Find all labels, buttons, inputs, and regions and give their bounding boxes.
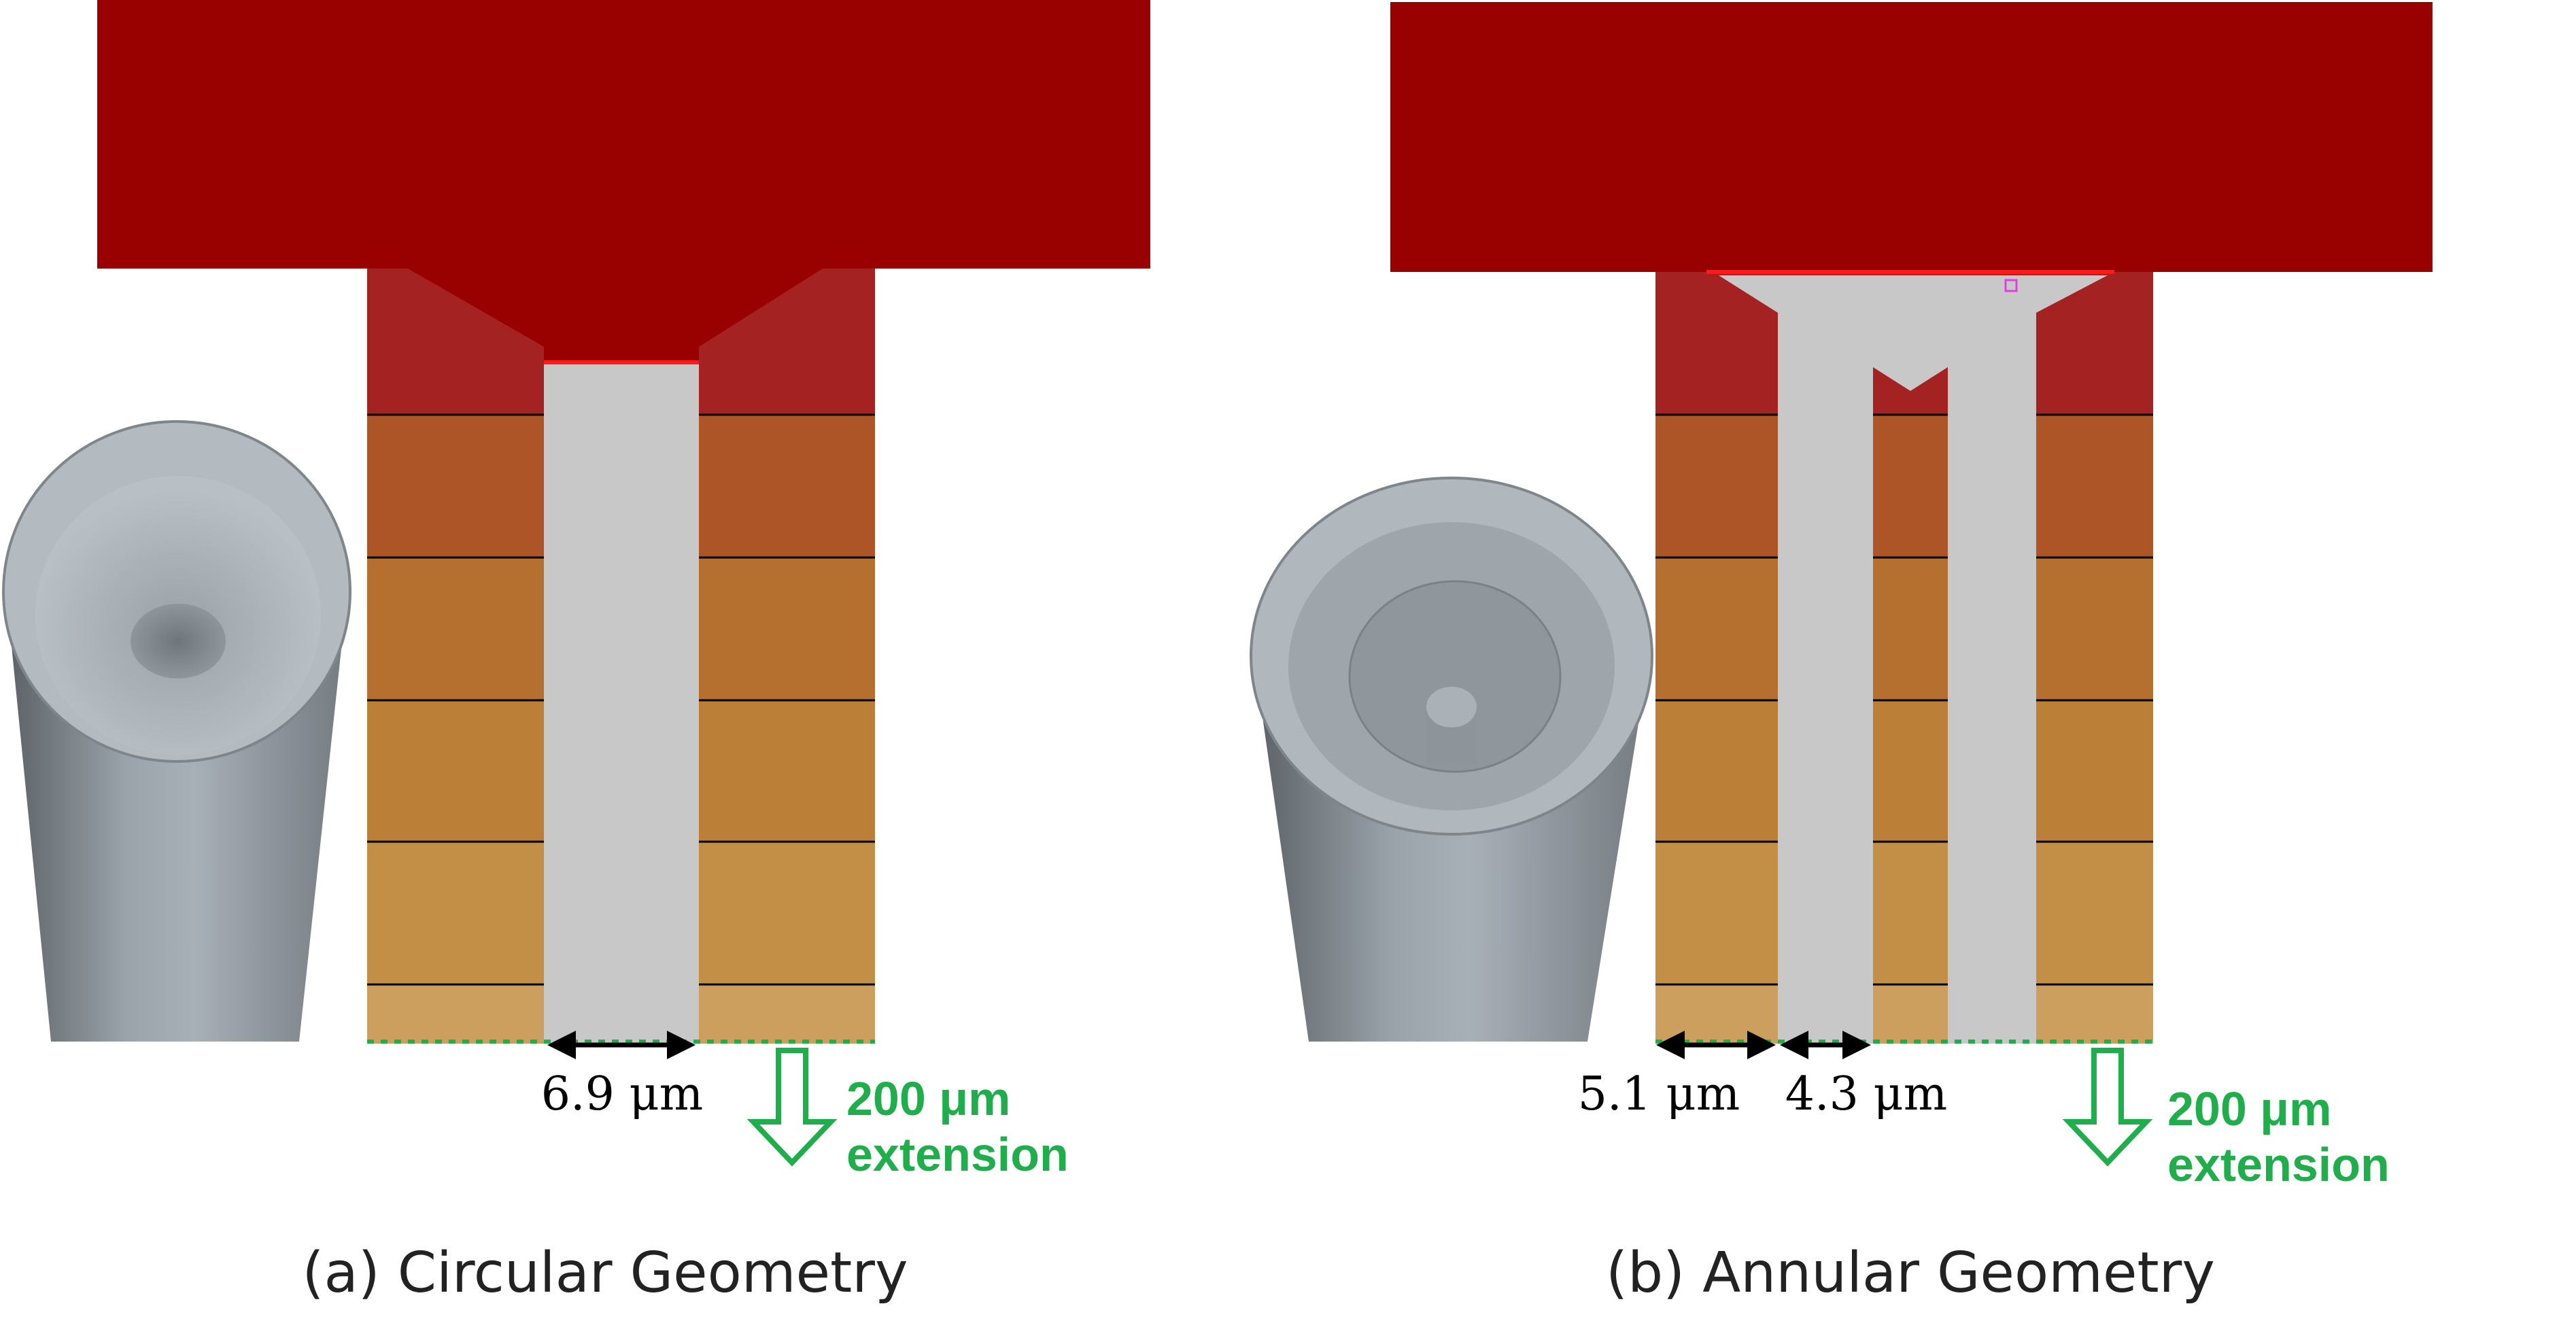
caption-b: (b) Annular Geometry bbox=[1606, 1241, 2215, 1305]
extension-word-b: extension bbox=[2167, 1138, 2390, 1191]
extension-arrow-icon-b bbox=[2062, 1048, 2153, 1167]
marker-icon bbox=[2004, 279, 2018, 292]
circular-electrode-icon bbox=[2, 420, 351, 1042]
extension-value-b: 200 μm bbox=[2167, 1082, 2331, 1135]
layer-stack-b bbox=[1655, 271, 2153, 1044]
electrode-bore-b bbox=[1719, 275, 2108, 1044]
dimension-label-b1: 5.1 μm bbox=[1578, 1067, 1740, 1121]
annular-electrode-icon bbox=[1250, 477, 1653, 1042]
chamber-a bbox=[97, 0, 1150, 364]
extension-arrow-icon-a bbox=[746, 1048, 838, 1167]
dimension-label-b2: 4.3 μm bbox=[1785, 1067, 1947, 1121]
extension-value-a: 200 μm bbox=[846, 1072, 1010, 1125]
chamber-b bbox=[1390, 2, 2433, 272]
panel-circular: 6.9 μm 200 μm extension (a) Circular Geo… bbox=[2, 0, 1150, 1305]
extension-word-a: extension bbox=[846, 1128, 1069, 1181]
panel-annular: 5.1 μm 4.3 μm 200 μm extension (b) Annul… bbox=[1250, 2, 2433, 1305]
dimension-label-a1: 6.9 μm bbox=[541, 1067, 703, 1121]
caption-a: (a) Circular Geometry bbox=[303, 1241, 908, 1305]
electrode-bore-a bbox=[544, 364, 699, 1044]
